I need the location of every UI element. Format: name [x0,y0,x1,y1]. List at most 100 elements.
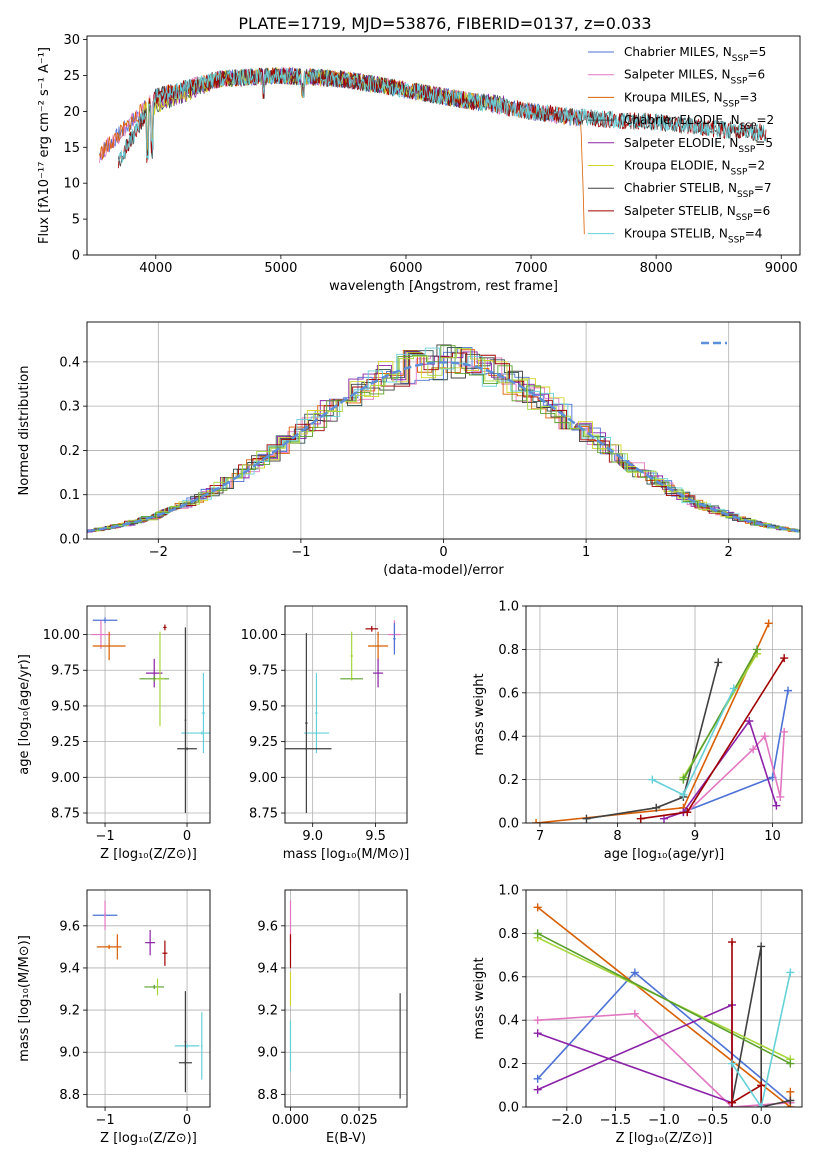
weight-marker [780,654,789,663]
residuals-ytick-label: 0.2 [59,444,80,459]
weight_vs_Z-xlabel: Z [log₁₀(Z/Z⊙)] [616,1131,713,1146]
weight-marker [753,645,762,654]
age_vs_Z-ylabel: age [log₁₀(age/yr)] [17,654,32,775]
weight_vs_Z-ytick-label: 0.8 [498,927,519,942]
weight-marker [764,619,773,628]
weight-line [586,662,720,820]
age_vs_mass-ytick-label: 9.25 [249,735,278,750]
weight_vs_Z-xtick-label: −1.5 [600,1113,632,1128]
age_vs_mass-xtick-label: 9.0 [302,829,323,844]
weight-marker [533,1029,542,1038]
mass_vs_Z-frame [86,889,211,1108]
spectrum-xtick-label: 6000 [389,261,422,276]
weight_vs_Z-ytick-label: 0.4 [498,1014,519,1029]
weight_vs_age-ylabel: mass weight [472,673,487,755]
weight_vs_age-ytick-label: 0.4 [498,730,519,745]
weight-line [682,649,758,780]
weight-marker [532,819,541,823]
spectrum-xtick-label: 4000 [139,261,172,276]
weight-marker [630,1009,639,1018]
residuals-ytick-label: 0.1 [59,488,80,503]
spectrum-xtick-label: 5000 [264,261,297,276]
mass_vs_Z-xtick-label: −1 [95,1113,114,1128]
spectrum-ytick-label: 0 [72,249,80,264]
spectrum-xtick-label: 8000 [640,261,673,276]
age_vs_Z-ytick-label: 9.25 [51,735,80,750]
weight-line [663,719,778,820]
residuals-ytick-label: 0.4 [59,355,80,370]
mass_vs_Z-xtick-label: 0 [183,1113,191,1128]
legend-label: Chabrier STELIB, NSSP=7 [624,181,772,200]
age_vs_mass-xtick-label: 9.5 [365,829,386,844]
mass_vs_ebv-ytick-label: 9.4 [257,961,278,976]
spectrum-xtick-label: 9000 [765,261,798,276]
weight-marker [757,942,766,951]
age_vs_mass-xlabel: mass [log₁₀(M/M⊙)] [283,847,410,862]
weight_vs_Z-ytick-label: 0.0 [498,1101,519,1116]
weight-marker [745,717,754,726]
histogram-step [87,348,800,533]
weight-line [731,942,763,1107]
residuals-frame [86,321,801,540]
legend-label: Salpeter ELODIE, NSSP=5 [624,136,773,155]
mass_vs_Z-ytick-label: 8.8 [59,1088,80,1103]
weight_vs_age-xtick-label: 8 [613,829,621,844]
weight-marker [582,814,591,823]
weight-marker [533,1074,542,1083]
mass_vs_ebv-ytick-label: 9.0 [257,1046,278,1061]
age_vs_Z-ytick-label: 9.75 [51,664,80,679]
spectrum-ytick-label: 15 [63,141,80,156]
weight_vs_age-xtick-label: 7 [536,829,544,844]
weight-marker [757,1081,766,1090]
weight_vs_age-xlabel: age [log₁₀(age/yr)] [604,847,725,862]
histogram-step [87,347,800,533]
weight-marker [533,1016,542,1025]
age_vs_mass-ytick-label: 9.00 [249,771,278,786]
weight_vs_Z-lines [533,903,795,1107]
mass_vs_Z-ytick-label: 9.2 [59,1004,80,1019]
weight_vs_Z-ytick-label: 1.0 [498,884,519,899]
age_vs_mass-ytick-label: 10.00 [241,628,278,643]
age_vs_mass-frame [284,605,408,824]
age_vs_Z-xtick-label: 0 [183,829,191,844]
age_vs_mass-ytick-label: 9.50 [249,699,278,714]
age_vs_Z-ytick-label: 8.75 [51,807,80,822]
residuals-xtick-label: 0 [439,545,447,560]
weight_vs_Z-xtick-label: −2.0 [551,1113,583,1128]
age_vs_Z-xlabel: Z [log₁₀(Z/Z⊙)] [100,847,197,862]
residuals-xtick-label: −1 [291,545,310,560]
spectrum-ytick-label: 10 [63,177,80,192]
spectrum-ytick-label: 20 [63,105,80,120]
spectrum-xlabel: wavelength [Angstrom, rest frame] [329,279,558,294]
figure-title: PLATE=1719, MJD=53876, FIBERID=0137, z=0… [238,14,651,33]
mass_vs_Z-errorbars [92,900,203,1093]
mass_vs_Z-xlabel: Z [log₁₀(Z/Z⊙)] [100,1131,197,1146]
legend-label: Chabrier ELODIE, NSSP=2 [624,113,774,132]
weight_vs_age-frame [525,605,803,824]
weight-line [537,932,791,1065]
weight_vs_age-ytick-label: 0.2 [498,773,519,788]
weight_vs_Z-xtick-label: −1.0 [648,1113,680,1128]
weight_vs_age-ytick-label: 0.0 [498,817,519,832]
weight-line [686,731,785,813]
weight-marker [714,658,723,667]
age_vs_mass-errorbars [285,620,401,814]
mass_vs_ebv-xtick-label: 0.025 [340,1113,377,1128]
weight-marker [786,1059,795,1068]
weight-marker [728,1059,737,1068]
weight_vs_age-ytick-label: 0.6 [498,686,519,701]
weight_vs_Z-xtick-label: −0.5 [697,1113,729,1128]
mass_vs_ebv-xtick-label: 0.000 [272,1113,309,1128]
spectrum-lines [99,66,767,235]
spectrum-ytick-label: 25 [63,69,80,84]
weight-line [731,946,791,1107]
histogram-group [87,344,800,533]
weight-marker [786,1087,795,1096]
legend-label: Kroupa ELODIE, NSSP=2 [624,159,765,178]
weight-marker [780,727,789,736]
mass_vs_ebv-ytick-label: 9.6 [257,919,278,934]
weight-marker [776,792,785,801]
mass_vs_Z-ytick-label: 9.6 [59,919,80,934]
age_vs_mass-ytick-label: 9.75 [249,664,278,679]
